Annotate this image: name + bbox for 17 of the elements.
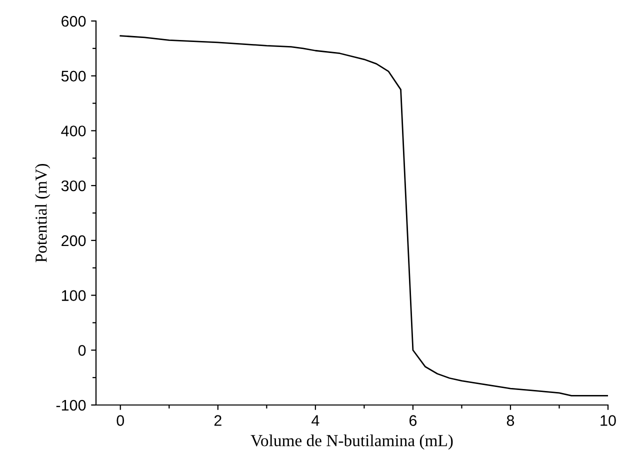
y-tick-label: 300 <box>61 180 86 192</box>
y-tick-label: 400 <box>61 126 86 136</box>
y-tick-label: -100 <box>56 400 86 411</box>
x-tick-label: 8 <box>506 415 514 426</box>
x-tick-label: 0 <box>116 415 124 426</box>
y-tick-label: 600 <box>62 16 86 27</box>
x-axis-title: Volume de N-butilamina (mL) <box>250 434 453 450</box>
x-tick-label: 10 <box>600 415 616 426</box>
x-tick-label: 4 <box>312 415 320 426</box>
x-tick-label: 2 <box>214 415 222 426</box>
y-tick-label: 0 <box>78 345 86 356</box>
y-tick-label: 100 <box>62 290 86 301</box>
y-tick-label: 200 <box>62 235 86 246</box>
x-tick-label: 6 <box>409 415 417 426</box>
y-tick-label: 500 <box>61 70 86 82</box>
line-series <box>120 35 608 396</box>
y-axis-title: Potential (mV) <box>35 164 50 262</box>
